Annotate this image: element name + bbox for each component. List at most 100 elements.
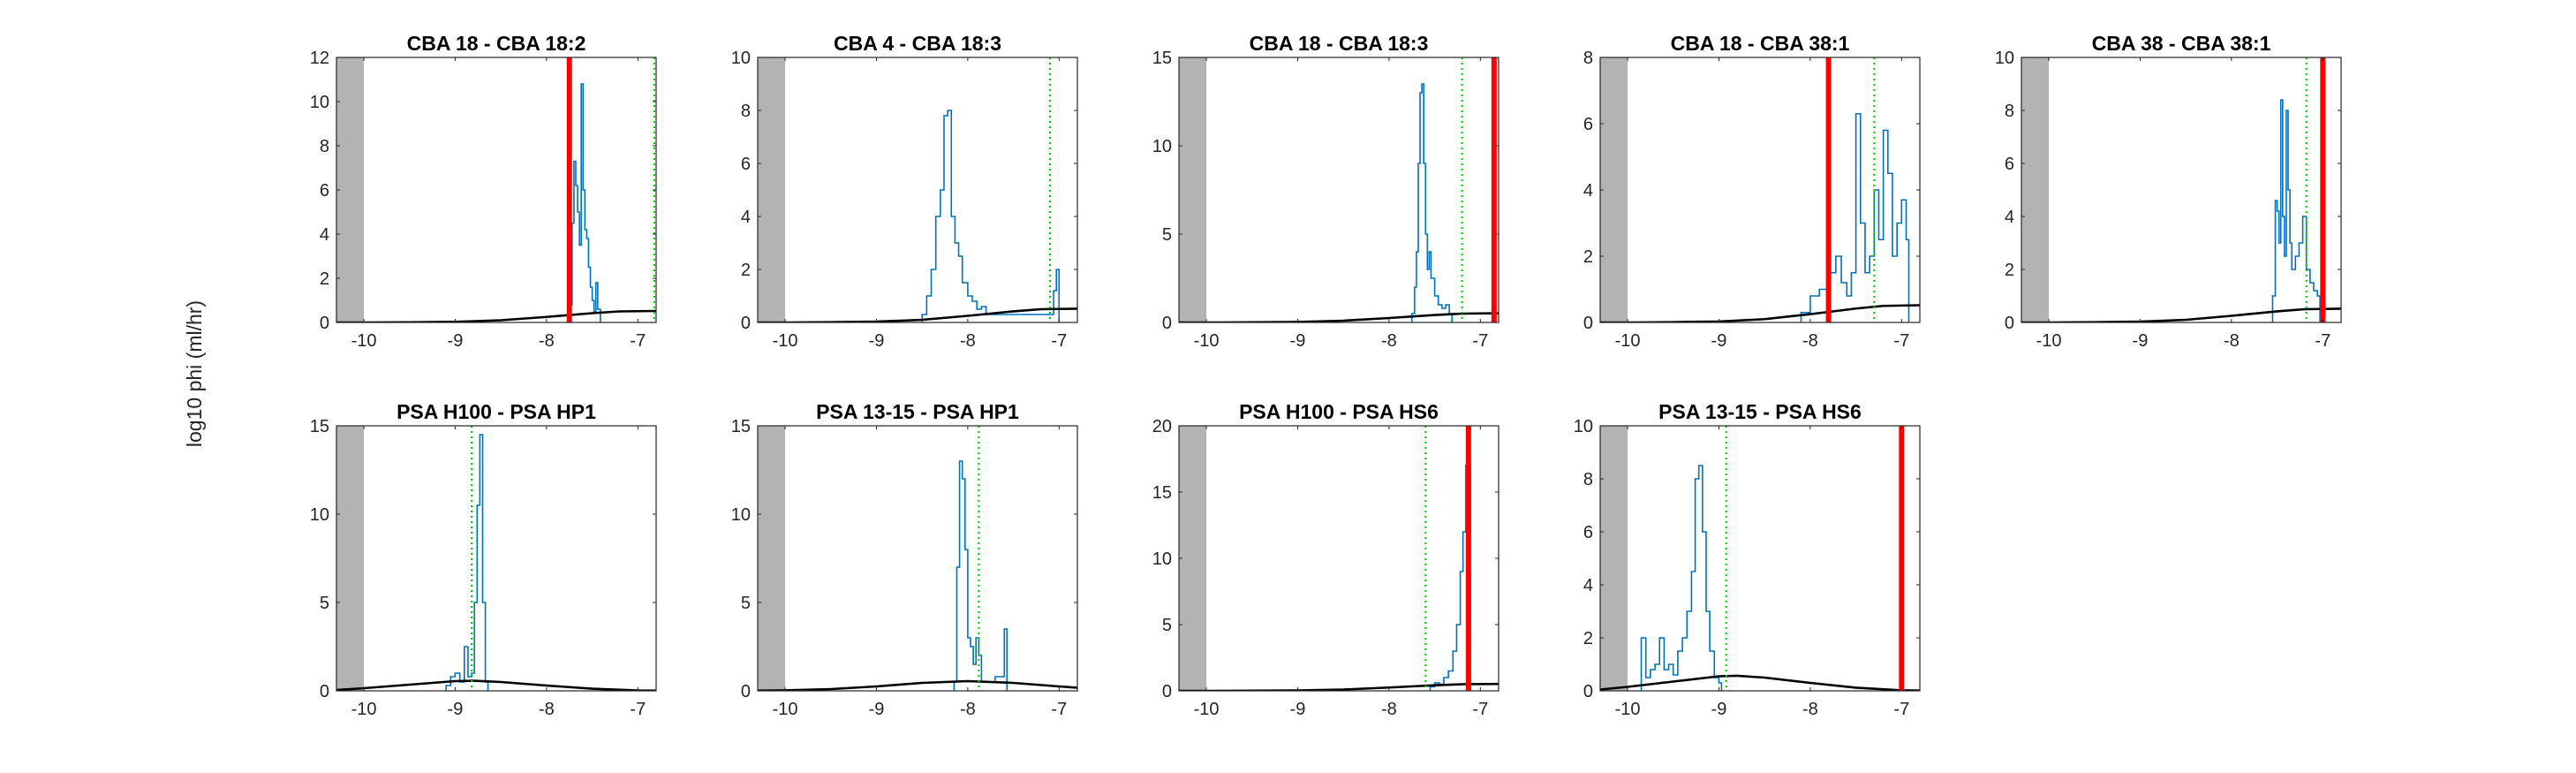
panel-3: -10 -9 -8 -7 0 5 10 15 CBA 18 - CBA 18:3 <box>1152 32 1500 351</box>
x-tick-label: -10 <box>1615 700 1641 719</box>
y-tick-label: 8 <box>2005 102 2014 121</box>
y-tick-label: 0 <box>1583 314 1593 333</box>
masked-region <box>336 426 365 691</box>
y-tick-label: 10 <box>310 505 329 525</box>
panel-title: PSA H100 - PSA HS6 <box>1239 400 1439 423</box>
y-tick-label: 5 <box>741 594 751 613</box>
y-tick-label: 6 <box>320 181 329 201</box>
masked-region <box>2021 57 2050 322</box>
axes-background <box>1179 426 1499 691</box>
y-tick-label: 5 <box>1162 225 1172 245</box>
masked-region <box>1179 57 1207 322</box>
x-tick-label: -9 <box>448 700 464 719</box>
y-tick-label: 8 <box>320 137 329 156</box>
histogram-series <box>953 460 1008 691</box>
axes-background <box>1600 426 1920 691</box>
panel-7: -10 -9 -8 -7 0 5 10 15 PSA 13-15 - PSA HP1 <box>731 400 1078 719</box>
plot-area <box>758 57 1077 322</box>
x-tick-label: -9 <box>869 331 885 351</box>
masked-region <box>1179 426 1207 691</box>
y-tick-label: 10 <box>1152 137 1172 156</box>
panel-title: CBA 38 - CBA 38:1 <box>2092 32 2271 55</box>
y-tick-label: 0 <box>320 314 329 333</box>
y-tick-label: 15 <box>1152 483 1172 503</box>
y-tick-label: 8 <box>1583 470 1593 489</box>
panels: -10 -9 -8 -7 0 2 4 6 8 10 12 CBA 18 - CBA 18:2 -10 -9… <box>310 32 2342 719</box>
x-tick-label: -9 <box>2133 331 2149 351</box>
x-tick-label: -7 <box>630 700 646 719</box>
y-tick-label: 0 <box>1162 314 1172 333</box>
panel-title: CBA 18 - CBA 18:3 <box>1250 32 1429 55</box>
y-tick-label: 15 <box>1152 49 1172 68</box>
y-tick-label: 4 <box>1583 181 1593 201</box>
x-tick-label: -9 <box>869 700 885 719</box>
y-tick-label: 4 <box>320 225 329 245</box>
masked-region <box>1600 57 1628 322</box>
plot-area <box>1179 57 1499 322</box>
panel-title: PSA 13-15 - PSA HP1 <box>816 400 1019 423</box>
plot-area <box>336 426 656 691</box>
y-tick-label: 8 <box>1583 49 1593 68</box>
axes-box <box>1599 425 1921 692</box>
y-tick-label: 8 <box>741 102 751 121</box>
plot-area <box>1600 57 1920 322</box>
y-tick-label: 2 <box>2005 261 2014 280</box>
x-tick-label: -10 <box>1194 700 1220 719</box>
x-tick-label: -8 <box>1802 700 1818 719</box>
y-tick-label: 12 <box>310 49 329 68</box>
y-tick-label: 6 <box>2005 155 2014 174</box>
axes-background <box>336 426 656 691</box>
y-tick-label: 10 <box>731 505 751 525</box>
prior-curve <box>758 679 1077 691</box>
y-tick-label: 2 <box>741 261 751 280</box>
x-tick-label: -7 <box>1051 700 1067 719</box>
x-tick-label: -7 <box>1472 700 1488 719</box>
y-tick-label: 5 <box>320 594 329 613</box>
x-tick-label: -10 <box>2036 331 2062 351</box>
axes-background <box>758 57 1077 322</box>
y-tick-label: 0 <box>741 314 751 333</box>
x-tick-label: -9 <box>1290 700 1306 719</box>
panel-4: -10 -9 -8 -7 0 2 4 6 8 CBA 18 - CBA 38:1 <box>1583 32 1921 351</box>
y-tick-label: 6 <box>1583 523 1593 542</box>
x-tick-label: -9 <box>448 331 464 351</box>
panel-9: -10 -9 -8 -7 0 2 4 6 8 10 PSA 13-15 - PSA HS6 <box>1574 400 1921 719</box>
x-tick-label: -7 <box>1472 331 1488 351</box>
y-tick-label: 0 <box>320 682 329 701</box>
x-tick-label: -7 <box>1893 331 1909 351</box>
x-tick-label: -9 <box>1711 700 1727 719</box>
x-tick-label: -8 <box>960 700 976 719</box>
figure-ylabel: log10 phi (ml/hr) <box>183 300 206 447</box>
panel-5: -10 -9 -8 -7 0 2 4 6 8 10 CBA 38 - CBA 38:1 <box>1995 32 2342 351</box>
panel-6: -10 -9 -8 -7 0 5 10 15 PSA H100 - PSA HP1 <box>310 400 657 719</box>
x-tick-label: -7 <box>1893 700 1909 719</box>
y-tick-label: 15 <box>731 417 751 436</box>
y-tick-label: 2 <box>320 269 329 289</box>
y-tick-label: 0 <box>1162 682 1172 701</box>
x-tick-label: -10 <box>773 700 798 719</box>
x-tick-label: -8 <box>1381 331 1397 351</box>
panel-2: -10 -9 -8 -7 0 2 4 6 8 10 CBA 4 - CBA 18:3 <box>731 32 1078 351</box>
plot-area <box>1600 426 1920 691</box>
y-tick-label: 4 <box>741 208 751 227</box>
x-tick-label: -8 <box>1381 700 1397 719</box>
masked-region <box>336 57 365 322</box>
panel-title: PSA H100 - PSA HP1 <box>397 400 596 423</box>
axes-box <box>336 425 657 692</box>
prior-curve <box>336 679 656 691</box>
prior-curve <box>1600 674 1920 691</box>
masked-region <box>758 57 786 322</box>
panel-title: CBA 18 - CBA 18:2 <box>407 32 586 55</box>
axes-box <box>757 425 1078 692</box>
x-tick-label: -8 <box>539 331 555 351</box>
y-tick-label: 4 <box>2005 208 2014 227</box>
x-tick-label: -9 <box>1290 331 1306 351</box>
y-tick-label: 2 <box>1583 247 1593 267</box>
axes-background <box>758 426 1077 691</box>
masked-region <box>758 426 786 691</box>
panel-title: CBA 18 - CBA 38:1 <box>1671 32 1850 55</box>
y-tick-label: 10 <box>1995 49 2014 68</box>
y-tick-label: 15 <box>310 417 329 436</box>
y-tick-label: 10 <box>1152 549 1172 569</box>
x-tick-label: -10 <box>1615 331 1641 351</box>
